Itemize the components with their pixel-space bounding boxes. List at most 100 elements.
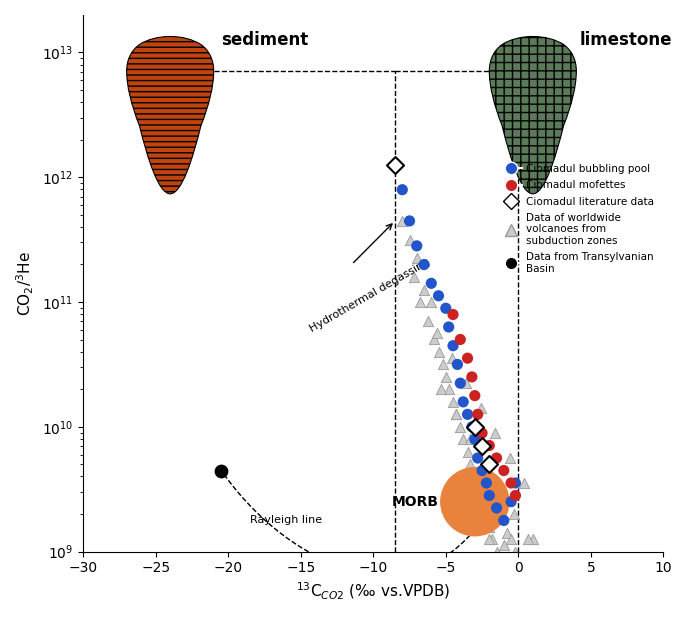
Point xyxy=(457,397,468,407)
Point xyxy=(455,378,466,388)
Point xyxy=(396,184,407,194)
Point xyxy=(498,466,509,476)
Point xyxy=(404,234,415,244)
Point xyxy=(452,360,463,370)
Point xyxy=(484,441,495,450)
Point xyxy=(505,497,516,507)
Point xyxy=(461,378,472,388)
Point xyxy=(426,297,437,307)
Point xyxy=(411,254,422,263)
Point xyxy=(527,584,538,594)
Text: limestone: limestone xyxy=(579,31,672,49)
Point xyxy=(486,534,498,544)
Legend: Ciomadul bubbling pool, Ciomadul mofettes, Ciomadul literature data, Data of wor: Ciomadul bubbling pool, Ciomadul mofette… xyxy=(497,160,658,278)
Point xyxy=(504,453,515,463)
Point xyxy=(440,304,451,313)
Point xyxy=(495,553,507,563)
Point xyxy=(404,216,415,226)
Point xyxy=(437,360,448,370)
Point xyxy=(513,571,524,581)
Point xyxy=(481,509,492,519)
Point xyxy=(498,559,509,569)
Point xyxy=(494,484,505,494)
Point xyxy=(484,459,495,469)
Point xyxy=(477,466,488,476)
Point xyxy=(510,547,521,557)
Point xyxy=(477,497,488,507)
Point xyxy=(472,453,483,463)
Text: Rayleigh line: Rayleigh line xyxy=(250,515,322,526)
Point xyxy=(419,284,430,294)
Point xyxy=(480,459,491,469)
Point xyxy=(505,534,516,544)
Point xyxy=(436,384,447,394)
Point xyxy=(527,534,538,544)
Point xyxy=(216,466,227,476)
Point xyxy=(469,391,480,400)
Point xyxy=(510,491,521,500)
Point xyxy=(455,484,466,494)
Point xyxy=(484,534,495,544)
Point xyxy=(498,540,509,550)
Point xyxy=(448,397,459,407)
Point xyxy=(484,491,495,500)
Point xyxy=(433,347,444,357)
Point xyxy=(462,447,473,457)
Point xyxy=(423,316,434,326)
Point xyxy=(477,441,488,450)
Point xyxy=(448,310,459,320)
Point xyxy=(465,434,476,444)
Y-axis label: CO$_2$/$^3$He: CO$_2$/$^3$He xyxy=(15,251,37,316)
Text: sediment: sediment xyxy=(221,31,308,49)
Point xyxy=(520,559,531,569)
Point xyxy=(509,509,520,519)
Point xyxy=(481,478,492,488)
Point xyxy=(433,291,444,300)
Point xyxy=(469,497,480,507)
Point xyxy=(491,453,502,463)
Point xyxy=(426,278,437,288)
Point xyxy=(408,272,419,282)
Ellipse shape xyxy=(127,36,213,194)
Point xyxy=(446,354,457,363)
Point xyxy=(455,334,466,344)
Point xyxy=(455,422,466,432)
Point xyxy=(469,422,480,432)
Point xyxy=(498,515,509,525)
Text: MORB: MORB xyxy=(392,495,439,508)
Point xyxy=(475,403,486,413)
Point xyxy=(419,260,430,270)
Point xyxy=(491,547,502,557)
Point xyxy=(510,478,521,488)
Point xyxy=(414,297,426,307)
X-axis label: $^{13}$C$_{CO2}$ (‰ vs.VPDB): $^{13}$C$_{CO2}$ (‰ vs.VPDB) xyxy=(296,581,450,602)
Point xyxy=(450,410,462,420)
Point xyxy=(465,459,476,469)
Point xyxy=(472,484,483,494)
Point xyxy=(432,328,443,338)
Point xyxy=(389,160,401,170)
Point xyxy=(448,341,459,350)
Point xyxy=(443,322,454,332)
Point xyxy=(472,410,483,420)
Point xyxy=(466,422,477,432)
Point xyxy=(440,372,451,382)
Point xyxy=(429,334,440,344)
Point xyxy=(443,384,454,394)
Point xyxy=(516,553,527,563)
Point xyxy=(505,478,516,488)
Point xyxy=(518,478,529,488)
Point xyxy=(501,528,512,538)
Point xyxy=(466,372,477,382)
Point xyxy=(462,410,473,420)
Point xyxy=(450,410,462,420)
Point xyxy=(484,522,495,532)
Text: Hydrothermal degassing: Hydrothermal degassing xyxy=(308,257,432,334)
Point xyxy=(469,434,480,444)
Point xyxy=(462,354,473,363)
Ellipse shape xyxy=(489,36,577,194)
Point xyxy=(469,472,480,482)
Point xyxy=(489,428,500,438)
Point xyxy=(523,534,534,544)
Point xyxy=(411,241,422,251)
